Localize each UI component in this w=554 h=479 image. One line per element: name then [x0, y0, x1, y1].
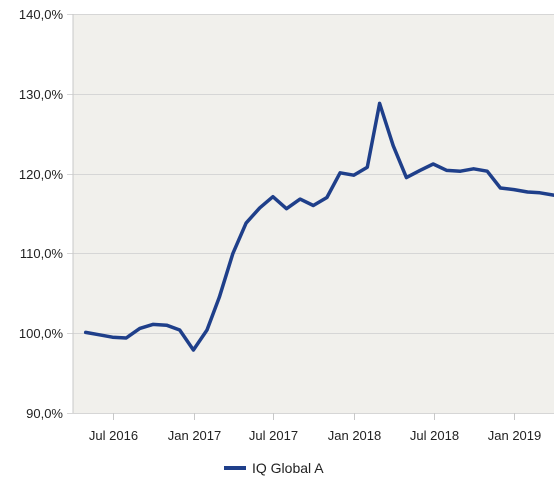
y-tick-label: 140,0%	[19, 7, 64, 22]
plot-area	[73, 14, 554, 413]
y-tick-label: 130,0%	[19, 87, 64, 102]
legend-label: IQ Global A	[252, 460, 324, 476]
y-tick-label: 90,0%	[26, 406, 63, 421]
x-tick-label: Jul 2016	[89, 428, 138, 443]
legend: IQ Global A	[224, 460, 324, 476]
x-tick-label: Jul 2018	[410, 428, 459, 443]
x-tick-label: Jan 2017	[168, 428, 222, 443]
x-tick-label: Jan 2018	[328, 428, 382, 443]
y-tick-label: 110,0%	[20, 246, 64, 261]
series-line	[83, 101, 554, 352]
y-tick-label: 100,0%	[19, 326, 64, 341]
x-tick-label: Jul 2017	[249, 428, 298, 443]
series-layer	[83, 101, 554, 352]
x-tick-label: Jan 2019	[488, 428, 542, 443]
gridlines	[67, 14, 554, 414]
x-axis: Jul 2016 Jan 2017 Jul 2017 Jan 2018 Jul 2018…	[89, 413, 541, 443]
y-tick-label: 120,0%	[19, 167, 64, 182]
y-axis: 90,0% 100,0% 110,0% 120,0% 130,0% 140,0%	[19, 7, 64, 421]
